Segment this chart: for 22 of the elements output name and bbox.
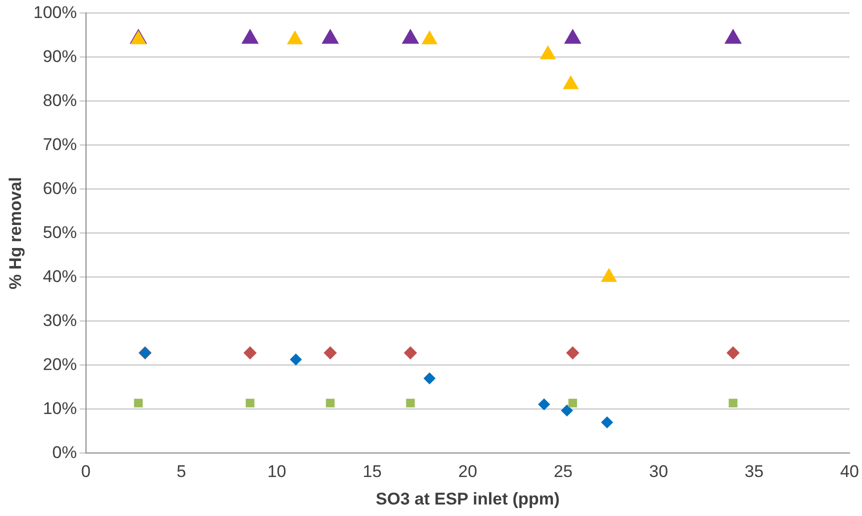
- x-tick-label: 15: [362, 462, 382, 482]
- y-tick-label: 30%: [42, 310, 77, 330]
- y-tick-label: 60%: [42, 178, 77, 198]
- y-axis-title: % Hg removal: [6, 176, 25, 290]
- x-tick-label: 20: [458, 462, 478, 482]
- x-tick-label: 40: [840, 462, 860, 482]
- x-tick-label: 25: [554, 462, 573, 482]
- x-tick-label: 30: [649, 462, 668, 482]
- x-tick-label: 0: [81, 462, 91, 482]
- x-tick-label: 10: [267, 462, 286, 482]
- x-tick-label: 5: [176, 462, 186, 482]
- y-tick-label: 90%: [42, 46, 77, 66]
- y-tick-label: 70%: [42, 134, 77, 154]
- y-tick-label: 50%: [42, 222, 77, 242]
- y-tick-label: 100%: [33, 2, 77, 22]
- y-tick-label: 80%: [42, 90, 77, 110]
- x-axis-title: SO3 at ESP inlet (ppm): [376, 489, 560, 508]
- y-tick-label: 40%: [42, 266, 77, 286]
- x-tick-label: 35: [744, 462, 764, 482]
- y-tick-label: 0%: [52, 442, 77, 462]
- y-tick-label: 20%: [42, 354, 77, 374]
- y-tick-label: 10%: [42, 398, 77, 418]
